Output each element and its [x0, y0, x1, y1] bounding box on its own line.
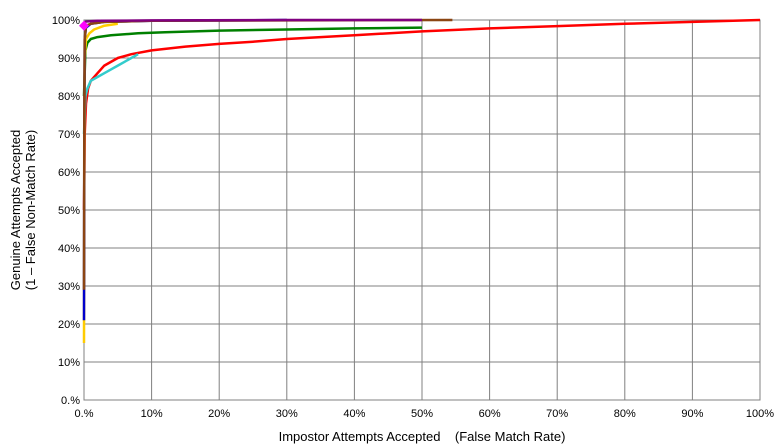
x-tick-label: 50%	[411, 408, 433, 420]
y-tick-label: 0.%	[61, 395, 80, 407]
grid-lines	[84, 20, 760, 400]
x-tick-label: 0.%	[75, 408, 94, 420]
diamond-marker	[79, 20, 89, 31]
y-tick-label: 40%	[58, 243, 80, 255]
y-tick-labels: 0.% 10% 20% 30% 40% 50% 60% 70% 80% 90% 100%	[52, 15, 80, 407]
x-tick-label: 80%	[614, 408, 636, 420]
x-tick-label: 60%	[479, 408, 501, 420]
y-tick-label: 70%	[58, 129, 80, 141]
y-tick-label: 60%	[58, 167, 80, 179]
x-axis-title: Impostor Attempts Accepted (False Match …	[279, 429, 566, 444]
x-tick-label: 10%	[141, 408, 163, 420]
x-tick-label: 40%	[343, 408, 365, 420]
series-line-6	[83, 18, 422, 24]
y-tick-label: 20%	[58, 319, 80, 331]
x-tick-label: 30%	[276, 408, 298, 420]
y-tick-label: 30%	[58, 281, 80, 293]
x-tick-label: 20%	[208, 408, 230, 420]
y-axis-title: Genuine Attempts Accepted	[8, 130, 23, 290]
y-axis-subtitle: (1 – False Non-Match Rate)	[23, 130, 38, 290]
x-tick-labels: 0.% 10% 20% 30% 40% 50% 60% 70% 80% 90% 100%	[75, 408, 775, 420]
y-tick-label: 90%	[58, 53, 80, 65]
y-tick-label: 50%	[58, 205, 80, 217]
markers	[79, 20, 89, 31]
x-tick-label: 90%	[681, 408, 703, 420]
series-line-2	[82, 26, 423, 97]
series-line-1	[82, 53, 139, 135]
y-tick-label: 100%	[52, 15, 80, 27]
y-tick-label: 10%	[58, 357, 80, 369]
x-tick-label: 70%	[546, 408, 568, 420]
y-tick-label: 80%	[58, 91, 80, 103]
x-tick-label: 100%	[746, 408, 774, 420]
